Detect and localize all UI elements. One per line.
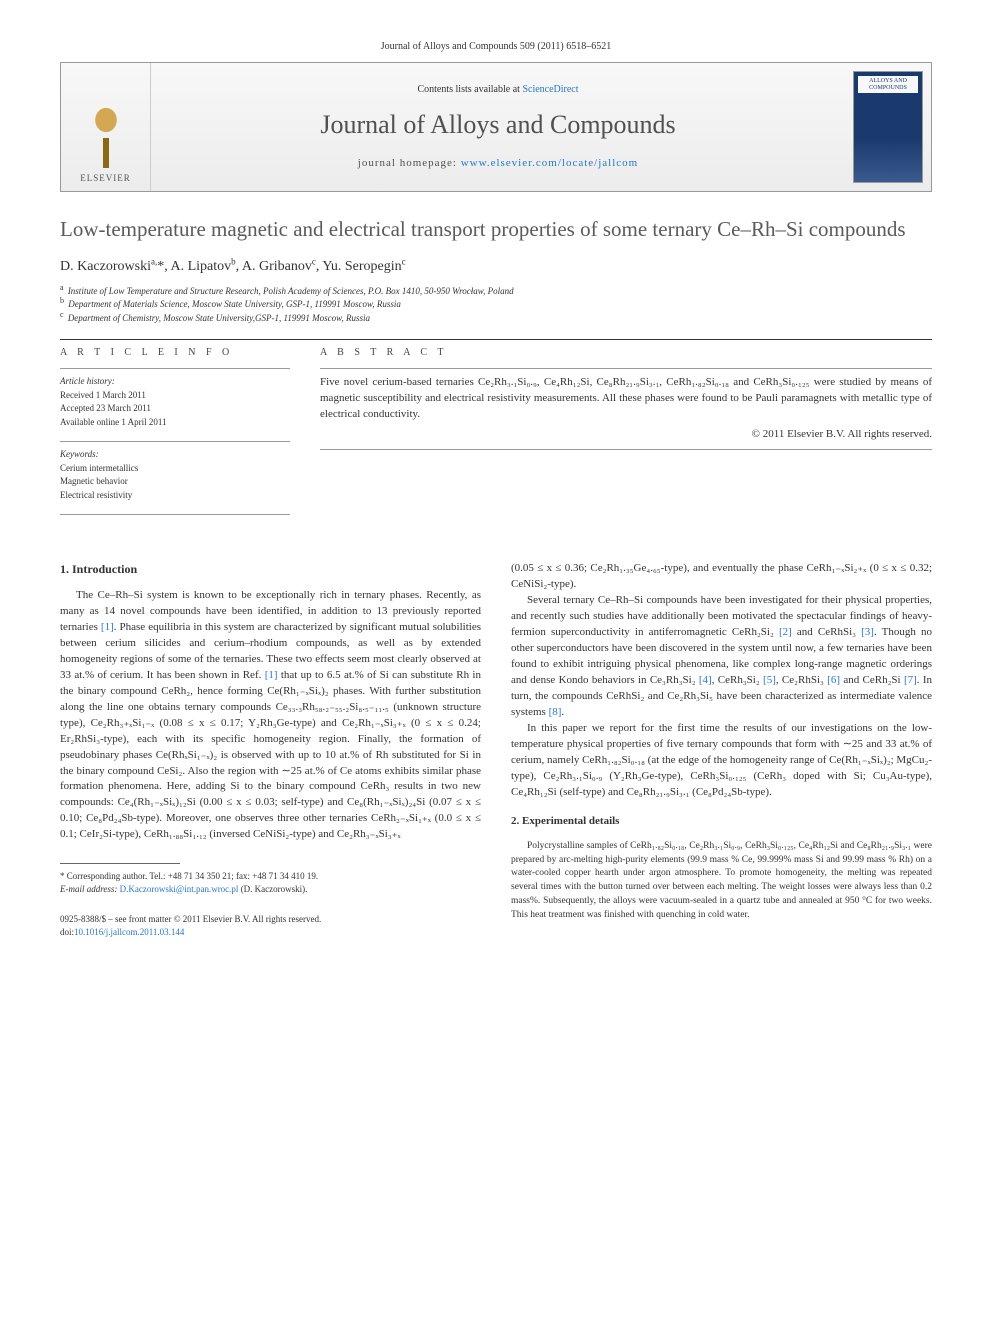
history-line: Accepted 23 March 2011	[60, 402, 290, 416]
keyword: Electrical resistivity	[60, 489, 290, 503]
journal-header-line: Journal of Alloys and Compounds 509 (201…	[60, 40, 932, 54]
contents-prefix: Contents lists available at	[417, 84, 522, 95]
history-line: Available online 1 April 2011	[60, 416, 290, 430]
info-rule	[60, 368, 290, 369]
affiliation-line: a Institute of Low Temperature and Struc…	[60, 285, 932, 299]
exp-paragraph: Polycrystalline samples of CeRh₁.₈₂Si₀.₁…	[511, 840, 932, 923]
keyword: Cerium intermetallics	[60, 462, 290, 476]
homepage-prefix: journal homepage:	[358, 157, 461, 169]
intro-p2: Several ternary Ce–Rh–Si compounds have …	[511, 593, 932, 721]
cover-badge: ALLOYS AND COMPOUNDS	[858, 76, 918, 93]
contents-line: Contents lists available at ScienceDirec…	[417, 83, 578, 97]
body-col-right: (0.05 ≤ x ≤ 0.36; Ce₂Rh₁.₃₅Ge₄.₆₅-type),…	[511, 561, 932, 938]
email-link[interactable]: D.Kaczorowski@int.pan.wroc.pl	[120, 884, 239, 894]
journal-header-box: ELSEVIER Contents lists available at Sci…	[60, 62, 932, 192]
sciencedirect-link[interactable]: ScienceDirect	[522, 84, 578, 95]
elsevier-label: ELSEVIER	[80, 172, 131, 185]
separator-rule	[60, 339, 932, 340]
abstract-copyright: © 2011 Elsevier B.V. All rights reserved…	[320, 427, 932, 442]
abstract-rule	[320, 449, 932, 450]
history-label: Article history:	[60, 375, 290, 389]
affiliations: a Institute of Low Temperature and Struc…	[60, 285, 932, 326]
corresponding-footnote: * Corresponding author. Tel.: +48 71 34 …	[60, 870, 481, 895]
elsevier-tree-icon	[81, 108, 131, 168]
affiliation-line: b Department of Materials Science, Mosco…	[60, 298, 932, 312]
keywords-label: Keywords:	[60, 448, 290, 462]
abstract-text: Five novel cerium-based ternaries Ce₂Rh₃…	[320, 375, 932, 423]
article-info-column: A R T I C L E I N F O Article history: R…	[60, 346, 290, 521]
doi-prefix: doi:	[60, 927, 74, 937]
info-rule	[60, 441, 290, 442]
article-title: Low-temperature magnetic and electrical …	[60, 216, 932, 243]
intro-heading: 1. Introduction	[60, 561, 481, 578]
corr-email-line: E-mail address: D.Kaczorowski@int.pan.wr…	[60, 883, 481, 896]
exp-heading: 2. Experimental details	[511, 814, 932, 829]
abstract-label: A B S T R A C T	[320, 346, 932, 360]
elsevier-logo: ELSEVIER	[61, 63, 151, 191]
bottom-block: 0925-8388/$ – see front matter © 2011 El…	[60, 913, 481, 938]
corr-author-line: * Corresponding author. Tel.: +48 71 34 …	[60, 870, 481, 883]
doi-link[interactable]: 10.1016/j.jallcom.2011.03.144	[74, 927, 184, 937]
info-abstract-row: A R T I C L E I N F O Article history: R…	[60, 346, 932, 521]
header-center: Contents lists available at ScienceDirec…	[151, 63, 845, 191]
authors-line: D. Kaczorowskia,*, A. Lipatovb, A. Griba…	[60, 257, 932, 277]
keyword: Magnetic behavior	[60, 475, 290, 489]
exp-text: Polycrystalline samples of CeRh₁.₈₂Si₀.₁…	[511, 840, 932, 923]
article-history: Article history: Received 1 March 2011 A…	[60, 375, 290, 429]
article-info-label: A R T I C L E I N F O	[60, 346, 290, 360]
body-columns: 1. Introduction The Ce–Rh–Si system is k…	[60, 561, 932, 938]
intro-p3: In this paper we report for the first ti…	[511, 721, 932, 801]
intro-text: The Ce–Rh–Si system is known to be excep…	[60, 588, 481, 843]
homepage-link[interactable]: www.elsevier.com/locate/jallcom	[461, 157, 639, 169]
body-col-left: 1. Introduction The Ce–Rh–Si system is k…	[60, 561, 481, 938]
abstract-column: A B S T R A C T Five novel cerium-based …	[320, 346, 932, 521]
intro-paragraph: The Ce–Rh–Si system is known to be excep…	[60, 588, 481, 843]
issn-line: 0925-8388/$ – see front matter © 2011 El…	[60, 913, 481, 926]
doi-line: doi:10.1016/j.jallcom.2011.03.144	[60, 926, 481, 939]
footnote-rule	[60, 863, 180, 864]
intro-continued: (0.05 ≤ x ≤ 0.36; Ce₂Rh₁.₃₅Ge₄.₆₅-type),…	[511, 561, 932, 800]
abstract-rule	[320, 368, 932, 369]
affiliation-line: c Department of Chemistry, Moscow State …	[60, 312, 932, 326]
history-line: Received 1 March 2011	[60, 389, 290, 403]
journal-cover-thumb: ALLOYS AND COMPOUNDS	[853, 71, 923, 183]
info-rule	[60, 514, 290, 515]
journal-title: Journal of Alloys and Compounds	[320, 107, 675, 143]
email-label: E-mail address:	[60, 884, 117, 894]
intro-continued-p1: (0.05 ≤ x ≤ 0.36; Ce₂Rh₁.₃₅Ge₄.₆₅-type),…	[511, 561, 932, 593]
homepage-line: journal homepage: www.elsevier.com/locat…	[358, 156, 638, 171]
keywords-block: Keywords: Cerium intermetallics Magnetic…	[60, 448, 290, 502]
email-person: (D. Kaczorowski).	[241, 884, 308, 894]
